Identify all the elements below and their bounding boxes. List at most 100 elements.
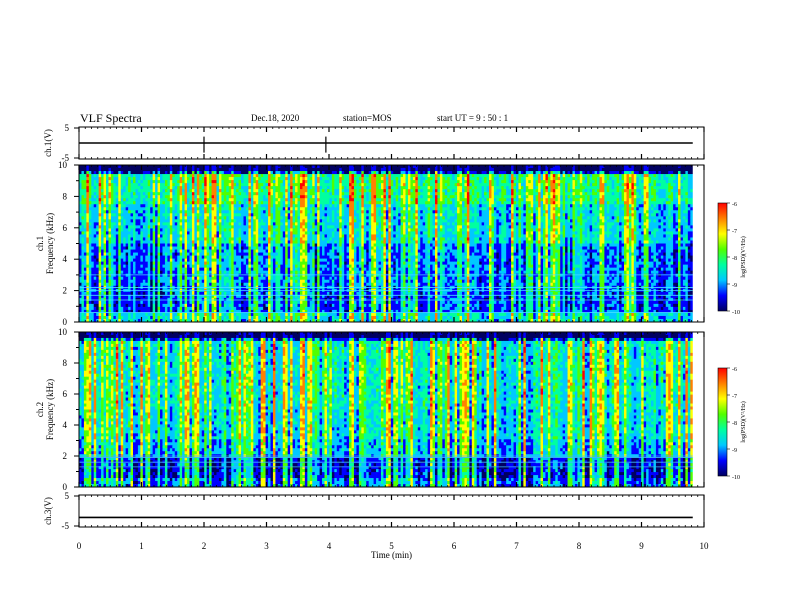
spectrogram-cell — [277, 198, 281, 202]
spectrogram-cell — [366, 186, 370, 190]
spectrogram-cell — [619, 174, 622, 178]
spectrogram-cell — [604, 210, 608, 214]
spectrogram-cell — [570, 180, 573, 184]
spectrogram-cell — [226, 186, 230, 190]
spectrogram-cell — [562, 189, 566, 193]
spectrogram-cell — [344, 177, 347, 181]
spectrogram-cell — [81, 222, 85, 226]
spectrogram-cell — [110, 222, 114, 226]
spectrogram-cell — [317, 201, 320, 205]
spectrogram-cell — [425, 183, 429, 187]
spectrogram-cell — [560, 201, 564, 205]
spectrogram-cell — [655, 177, 659, 181]
spectrogram-cell — [579, 201, 583, 205]
spectrogram-cell — [172, 189, 176, 193]
spectrogram-cell — [523, 168, 527, 172]
spectrogram-cell — [638, 168, 642, 172]
spectrogram-cell — [430, 204, 433, 208]
spectrogram-cell — [464, 213, 468, 217]
spectrogram-cell — [410, 180, 414, 184]
spectrogram-cell — [523, 180, 527, 184]
spectrogram-cell — [506, 219, 510, 223]
spectrogram-cell — [597, 213, 600, 217]
spectrogram-cell — [626, 207, 630, 211]
spectrogram-cell — [282, 168, 286, 172]
spectrogram-cell — [528, 171, 532, 175]
spectrogram-cell — [263, 201, 266, 205]
spectrogram-cell — [486, 183, 490, 187]
spectrogram-cell — [560, 189, 564, 193]
spectrogram-cell — [376, 201, 379, 205]
spectrogram-cell — [83, 171, 87, 175]
spectrogram-cell — [466, 204, 470, 208]
spectrogram-cell — [606, 216, 610, 220]
spectrogram-cell — [427, 180, 431, 184]
spectrogram-cell — [449, 168, 453, 172]
spectrogram-cell — [670, 177, 674, 181]
spectrogram-cell — [199, 168, 203, 172]
spectrogram-cell — [675, 213, 679, 217]
spectrogram-cell — [525, 201, 529, 205]
spectrogram-cell — [373, 171, 377, 175]
spectrogram-cell — [643, 198, 647, 202]
spectrogram-cell — [474, 174, 478, 178]
spectrogram-cell — [287, 189, 291, 193]
spectrogram-cell — [395, 201, 399, 205]
spectrogram-cell — [496, 198, 500, 202]
spectrogram-cell — [336, 207, 340, 211]
spectrogram-cell — [601, 195, 605, 199]
spectrogram-cell — [400, 198, 404, 202]
spectrogram-cell — [410, 219, 414, 223]
spectrogram-cell — [434, 219, 438, 223]
spectrogram-cell — [113, 174, 117, 178]
spectrogram-cell — [484, 186, 487, 190]
spectrogram-cell — [628, 192, 632, 196]
spectrogram-cell — [498, 195, 502, 199]
spectrogram-cell — [312, 210, 316, 214]
spectrogram-cell — [461, 213, 465, 217]
spectrogram-cell — [322, 198, 325, 202]
spectrogram-cell — [678, 186, 681, 190]
spectrogram-cell — [196, 210, 200, 214]
spectrogram-cell — [420, 180, 424, 184]
spectrogram-cell — [322, 165, 325, 169]
spectrogram-cell — [484, 195, 487, 199]
spectrogram-cell — [498, 216, 502, 220]
spectrogram-cell — [160, 177, 163, 181]
spectrogram-cell — [660, 210, 664, 214]
spectrogram-cell — [636, 177, 640, 181]
spectrogram-cell — [430, 219, 433, 223]
spectrogram-cell — [557, 216, 561, 220]
spectrogram-cell — [81, 186, 85, 190]
spectrogram-cell — [651, 195, 654, 199]
spectrogram-cell — [326, 195, 330, 199]
spectrogram-cell — [376, 210, 379, 214]
spectrogram-cell — [545, 177, 549, 181]
spectrogram-cell — [368, 210, 372, 214]
spectrogram-cell — [476, 171, 480, 175]
spectrogram-cell — [540, 213, 544, 217]
spectrogram-cell — [543, 168, 546, 172]
spectrogram-cell — [86, 198, 90, 202]
spectrogram-cell — [317, 168, 320, 172]
spectrogram-cell — [653, 198, 657, 202]
spectrogram-cell — [272, 207, 276, 211]
spectrogram-cell — [361, 201, 365, 205]
spectrogram-cell — [464, 165, 468, 169]
spectrogram-cell — [535, 180, 539, 184]
spectrogram-cell — [511, 210, 514, 214]
spectrogram-cell — [317, 174, 320, 178]
spectrogram-cell — [209, 180, 212, 184]
spectrogram-cell — [449, 189, 453, 193]
spectrogram-cell — [611, 207, 615, 211]
spectrogram-cell — [270, 165, 274, 169]
spectrogram-cell — [579, 168, 583, 172]
spectrogram-cell — [268, 213, 271, 217]
spectrogram-cell — [103, 207, 107, 211]
spectrogram-cell — [285, 168, 289, 172]
spectrogram-cell — [513, 219, 517, 223]
spectrogram-cell — [150, 210, 154, 214]
spectrogram-cell — [628, 213, 632, 217]
spectrogram-cell — [491, 186, 495, 190]
spectrogram-cell — [297, 165, 301, 169]
